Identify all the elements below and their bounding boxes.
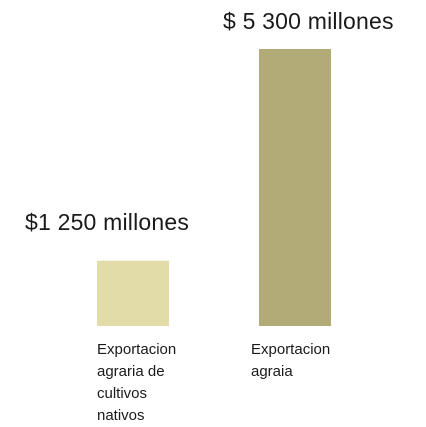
bar-cultivos-nativos <box>97 260 169 326</box>
data-label-exportacion-agraria: $ 5 300 millones <box>223 8 394 34</box>
category-label-cultivos-nativos: Exportacion agraria de cultivos nativos <box>97 341 177 424</box>
bar-exportacion-agraria <box>259 49 331 326</box>
category-label-exportacion-agraria: Exportacion agraia <box>251 341 331 380</box>
data-label-cultivos-nativos: $1 250 millones <box>25 209 190 235</box>
